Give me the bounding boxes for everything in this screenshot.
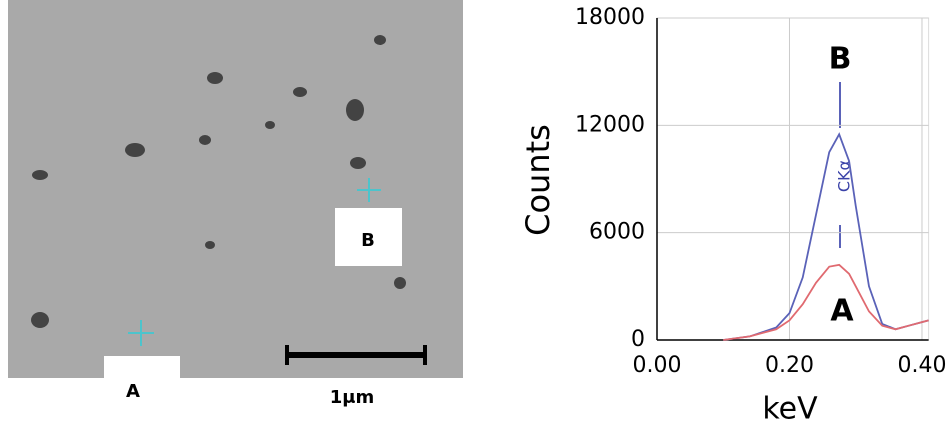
- sem-background: [8, 0, 463, 378]
- x-tick-label: 0.40: [897, 353, 946, 378]
- y-axis-label: Counts: [519, 124, 557, 236]
- y-tick-label: 18000: [575, 5, 645, 30]
- series-line: [723, 265, 928, 340]
- point-label: A: [126, 381, 140, 402]
- figure: B A 1μm Counts keV B A CKα 0600012000180…: [0, 0, 952, 426]
- label-box-a: [104, 356, 180, 380]
- page: B A 1μm Counts keV B A CKα 0600012000180…: [0, 0, 952, 430]
- x-tick-label: 0.20: [765, 353, 814, 378]
- plot-area: [657, 18, 929, 340]
- point-label: B: [361, 230, 375, 251]
- y-tick-label: 6000: [589, 220, 645, 245]
- x-axis-label: keV: [762, 392, 818, 427]
- annotation: B: [829, 42, 852, 77]
- annotation: A: [830, 294, 854, 329]
- y-tick-label: 0: [631, 327, 645, 352]
- x-tick-label: 0.00: [633, 353, 682, 378]
- series-line: [723, 134, 928, 340]
- sem-image: B A 1μm: [8, 0, 463, 408]
- y-tick-label: 12000: [575, 112, 645, 137]
- scale-bar-label: 1μm: [330, 387, 375, 408]
